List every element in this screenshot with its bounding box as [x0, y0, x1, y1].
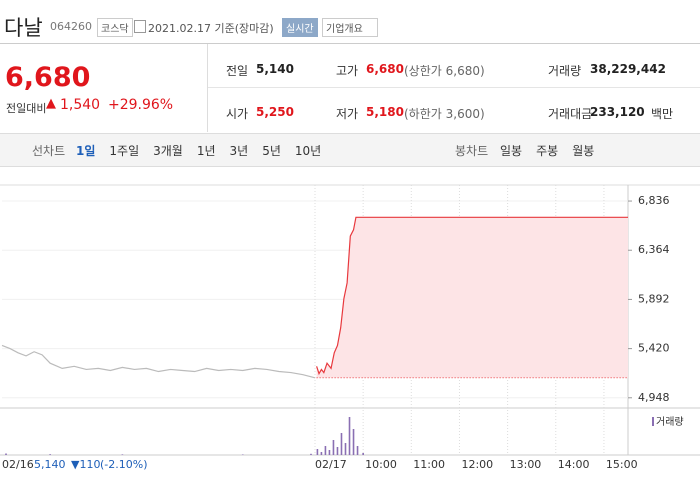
price-line: [316, 216, 628, 376]
stock-name: 다날: [4, 16, 43, 40]
tab[interactable]: 3년: [229, 144, 249, 158]
y-tick-label: 5,420: [638, 342, 670, 355]
volume-bar: [352, 429, 355, 455]
volume-bar: [5, 453, 7, 455]
y-tick-label: 4,948: [638, 391, 670, 404]
price-line: [1, 344, 316, 379]
tab[interactable]: 주봉: [536, 144, 559, 158]
footer-close: 5,140: [34, 458, 66, 471]
realtime-button[interactable]: 실시간: [282, 18, 318, 37]
change-pct: +29.96%: [108, 97, 174, 113]
summary-unit: 백만: [651, 107, 674, 121]
divider: [208, 87, 700, 88]
y-tick-label: 5,892: [638, 292, 670, 305]
calendar-icon: [134, 20, 146, 33]
summary-label: 거래량: [548, 64, 582, 78]
stock-code: 064260: [50, 20, 92, 33]
tab[interactable]: 일봉: [500, 144, 523, 158]
footer-date: 02/16: [2, 458, 34, 471]
summary-label: 거래대금: [548, 107, 593, 121]
volume-bar: [344, 443, 347, 455]
x-tick-label: 15:00: [606, 458, 638, 471]
change: 1,540: [60, 97, 101, 113]
tab[interactable]: 1년: [196, 144, 216, 158]
x-tick-label: 11:00: [413, 458, 445, 471]
legend-swatch: [652, 417, 654, 426]
market-badge: 코스닥: [97, 18, 133, 37]
y-tick-label: 6,836: [638, 194, 670, 207]
tab-bar: [0, 133, 700, 167]
summary-label: 저가: [336, 107, 359, 121]
company-dropdown[interactable]: 기업개요: [322, 18, 378, 37]
summary-note: (상한가 6,680): [404, 64, 485, 78]
volume-bar: [348, 417, 351, 455]
x-tick-label: 14:00: [558, 458, 590, 471]
volume-bar: [310, 453, 312, 455]
volume-bar: [328, 450, 331, 455]
summary-label: 고가: [336, 64, 359, 78]
summary-value: 38,229,442: [590, 62, 666, 76]
tab[interactable]: 3개월: [153, 144, 183, 158]
x-tick-label: 12:00: [461, 458, 493, 471]
current-price: 6,680: [5, 62, 91, 93]
tab[interactable]: 5년: [262, 144, 281, 158]
footer-pct: (-2.10%): [100, 458, 148, 471]
summary-value: 5,250: [256, 105, 294, 119]
tab-label: 봉차트: [455, 144, 489, 158]
summary-label: 전일: [226, 64, 249, 78]
area-fill: [316, 217, 628, 378]
footer-change: ▼110: [71, 458, 100, 471]
x-tick-label: 13:00: [510, 458, 542, 471]
volume-bar: [340, 433, 343, 455]
volume-bar: [49, 454, 51, 455]
x-tick-label: 10:00: [365, 458, 397, 471]
tab[interactable]: 월봉: [572, 144, 595, 158]
summary-note: (하한가 3,600): [404, 107, 485, 121]
volume-bar: [324, 446, 327, 455]
tab[interactable]: 1일: [76, 144, 96, 158]
divider: [207, 44, 208, 132]
date: 2021.02.17 기준(장마감): [148, 22, 274, 35]
tab[interactable]: 1주일: [109, 144, 140, 158]
summary-value: 6,680: [366, 62, 404, 76]
divider: [0, 43, 700, 44]
volume-bar: [316, 449, 319, 455]
y-tick-label: 6,364: [638, 243, 670, 256]
summary-label: 시가: [226, 107, 249, 121]
legend-label: 거래량: [656, 416, 684, 428]
summary-value: 5,180: [366, 105, 404, 119]
volume-bar: [356, 446, 359, 455]
tab-label: 선차트: [32, 144, 66, 158]
x-tick-label: 02/17: [315, 458, 347, 471]
volume-bar: [241, 454, 244, 455]
change-label: 전일대비: [6, 102, 47, 115]
summary-value: 5,140: [256, 62, 294, 76]
volume-bar: [332, 440, 335, 455]
volume-bar: [336, 447, 339, 455]
volume-bar: [121, 454, 124, 455]
summary-value: 233,120: [590, 105, 645, 119]
volume-bar: [362, 453, 364, 455]
tab[interactable]: 10년: [294, 144, 322, 158]
up-arrow: ▲: [46, 96, 56, 111]
volume-bar: [320, 452, 323, 455]
